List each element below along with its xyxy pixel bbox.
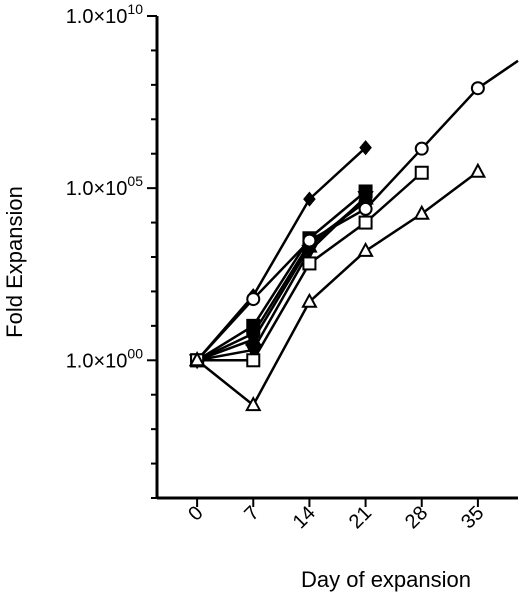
open-triangle-up-marker [188,351,206,367]
axis-labels: Fold Expansion Day of expansion [2,186,471,592]
series-filled-square [196,190,367,362]
open-square-marker [358,215,373,230]
y-axis-title: Fold Expansion [2,186,27,338]
x-tick-label: 35 [457,502,488,533]
y-tick-label: 1.0×1005 [66,173,144,200]
open-square-marker [414,165,429,180]
x-tick-label: 14 [289,502,320,533]
open-triangle-up-marker [357,241,374,257]
open-circle-marker [246,292,261,307]
series-markers-open-circle [190,81,485,368]
open-circle-marker [470,81,485,96]
x-tick-label: 21 [345,502,376,533]
filled-diamond-marker [359,140,372,156]
series-markers-filled-diamond [190,140,372,368]
filled-triangle-down-marker [357,191,374,207]
open-triangle-up-marker [301,292,318,308]
filled-diamond-marker [303,191,316,207]
open-square-marker [302,256,317,271]
series-open-circle [196,59,519,362]
open-circle-marker [414,141,429,156]
y-tick-label: 1.0×1000 [66,345,144,372]
series-filled-triangle-down [196,196,367,362]
series-line [196,190,367,362]
series-markers-open-triangle-up [188,162,487,412]
x-tick-label: 7 [240,502,263,525]
series-open-triangle-up [196,170,479,407]
open-triangle-up-marker [413,204,430,220]
open-circle-marker [358,201,373,216]
series-line [196,196,367,362]
x-tick-label: 0 [184,502,207,525]
y-tick-label: 1.0×1010 [66,1,144,28]
filled-triangle-down-marker [245,343,262,360]
x-axis-title: Day of expansion [301,567,471,592]
series-line [196,170,479,407]
open-triangle-up-marker [245,395,262,412]
open-square-marker [246,353,261,368]
series-filled-diamond [196,146,367,362]
open-triangle-up-marker [469,162,487,178]
series-line [196,59,519,362]
series-line [196,146,367,362]
x-tick-label: 28 [401,502,432,533]
series-layer [188,59,519,412]
open-circle-marker [302,233,317,248]
